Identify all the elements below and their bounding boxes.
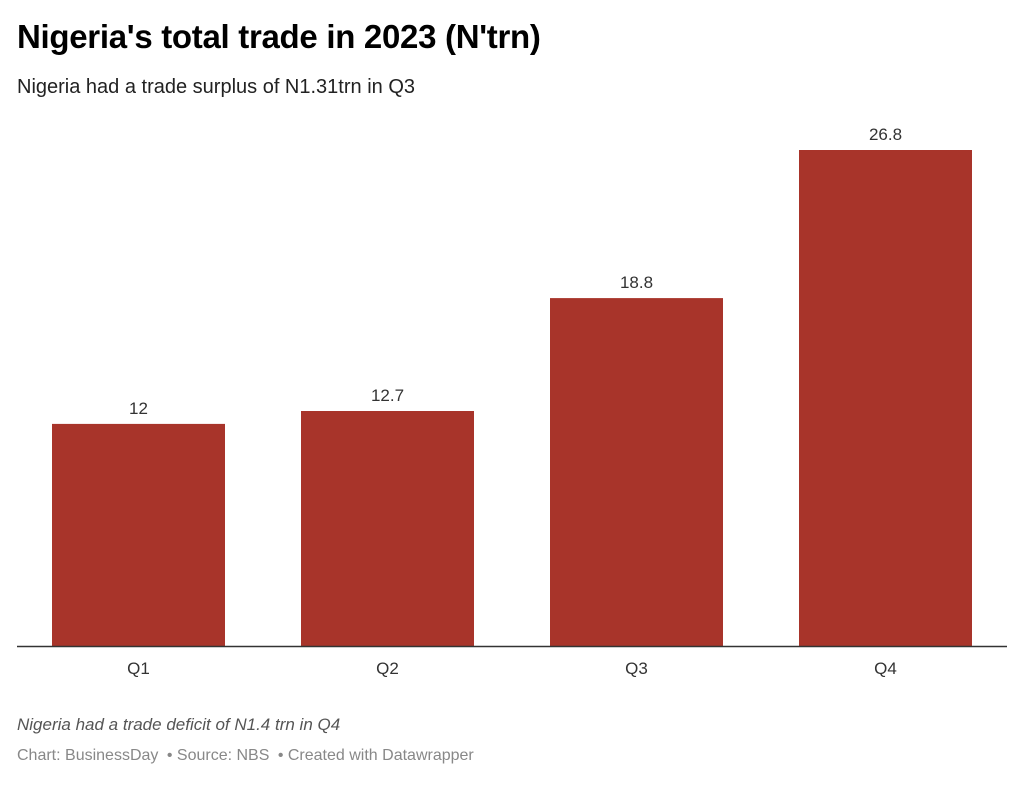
value-label-q2: 12.7 — [371, 386, 404, 405]
chart-title: Nigeria's total trade in 2023 (N'trn) — [17, 18, 541, 55]
value-label-q1: 12 — [129, 399, 148, 418]
x-tick-label-q2: Q2 — [376, 659, 399, 678]
bar-chart: 12 Q1 12.7 Q2 18.8 Q3 26.8 Q4 — [17, 125, 1007, 678]
datawrapper-credit: • Created with Datawrapper — [277, 747, 474, 764]
bar-q2 — [301, 411, 474, 646]
x-tick-label-q3: Q3 — [625, 659, 648, 678]
chart-credit: Chart: BusinessDay — [17, 747, 159, 764]
bar-q3 — [550, 298, 723, 646]
bar-q1 — [52, 423, 225, 646]
chart-subtitle: Nigeria had a trade surplus of N1.31trn … — [17, 76, 415, 98]
source-credit: • Source: NBS — [166, 747, 270, 764]
bar-q4 — [799, 150, 972, 646]
value-label-q3: 18.8 — [620, 273, 653, 292]
chart-footer: Chart: BusinessDay • Source: NBS • Creat… — [17, 747, 478, 765]
value-label-q4: 26.8 — [869, 125, 902, 144]
chart-note: Nigeria had a trade deficit of N1.4 trn … — [17, 715, 341, 734]
x-tick-label-q4: Q4 — [874, 659, 897, 678]
x-tick-label-q1: Q1 — [127, 659, 150, 678]
